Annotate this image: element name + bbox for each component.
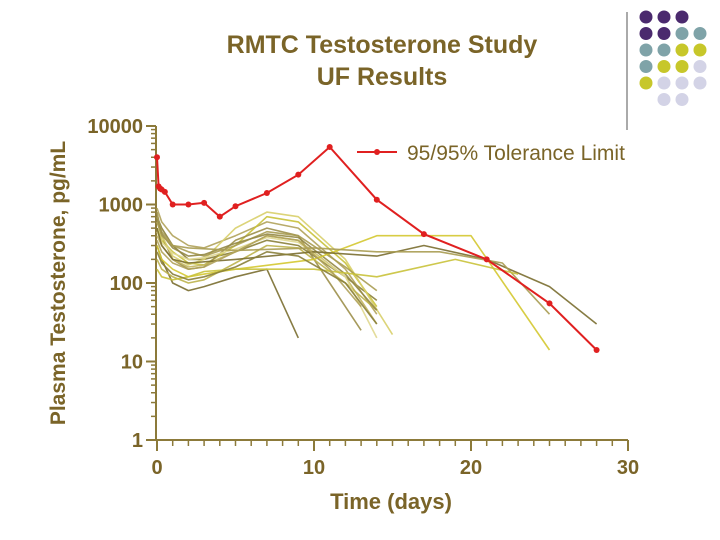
x-axis-label: Time (days) bbox=[330, 489, 452, 514]
palette-dot bbox=[639, 43, 653, 57]
palette-dot bbox=[693, 27, 707, 40]
tolerance-layer bbox=[154, 144, 600, 354]
legend-marker bbox=[374, 149, 380, 155]
y-axis-label: Plasma Testosterone, pg/mL bbox=[47, 141, 70, 426]
palette-dot bbox=[657, 93, 671, 106]
series-line-subject-17 bbox=[156, 251, 378, 325]
x-tick-label: 20 bbox=[460, 457, 482, 479]
tolerance-point bbox=[546, 300, 553, 307]
palette-dot bbox=[657, 43, 671, 57]
series-layer bbox=[156, 207, 598, 351]
series-line-subject-6 bbox=[156, 245, 300, 339]
palette-dot bbox=[675, 43, 689, 57]
tolerance-point bbox=[420, 231, 427, 238]
palette-dot bbox=[639, 76, 653, 90]
axes: 1 10 100 1000 10000 0 10 20 30 bbox=[87, 116, 639, 479]
palette-dot bbox=[693, 43, 707, 57]
tolerance-point bbox=[216, 213, 223, 220]
tolerance-point bbox=[295, 171, 302, 178]
y-tick-label: 100 bbox=[110, 273, 143, 295]
tolerance-point bbox=[161, 188, 168, 195]
color-palette-decoration bbox=[639, 10, 707, 106]
series-line-subject-11 bbox=[156, 231, 378, 339]
chart-subtitle: UF Results bbox=[317, 63, 448, 91]
palette-dot bbox=[693, 76, 707, 90]
legend-entry-tolerance: 95/95% Tolerance Limit bbox=[407, 142, 625, 165]
palette-dot bbox=[675, 27, 689, 40]
tolerance-point bbox=[326, 144, 333, 151]
x-tick-label: 10 bbox=[303, 457, 325, 479]
x-tick-label: 30 bbox=[617, 457, 639, 479]
palette-dot bbox=[693, 60, 707, 73]
tolerance-point bbox=[373, 196, 380, 203]
palette-dot bbox=[675, 60, 689, 73]
palette-dot bbox=[675, 93, 689, 106]
tolerance-point bbox=[263, 190, 270, 197]
palette-dot bbox=[639, 27, 653, 40]
palette-dot bbox=[657, 76, 671, 90]
palette-dot bbox=[639, 60, 653, 73]
palette-dot bbox=[657, 60, 671, 73]
y-tick-label: 1000 bbox=[99, 195, 144, 217]
x-tick-label: 0 bbox=[151, 457, 162, 479]
series-line-subject-8 bbox=[156, 216, 378, 292]
palette-dot bbox=[639, 10, 653, 24]
tolerance-point bbox=[201, 199, 208, 206]
tolerance-point bbox=[169, 201, 176, 208]
series-line-subject-16 bbox=[156, 234, 362, 308]
tolerance-point bbox=[185, 201, 192, 208]
legend: 95/95% Tolerance Limit bbox=[357, 142, 625, 165]
tolerance-point bbox=[232, 203, 239, 210]
series-line-subject-5 bbox=[156, 211, 394, 336]
chart-title: RMTC Testosterone Study bbox=[227, 31, 538, 59]
tolerance-point bbox=[483, 256, 490, 263]
tolerance-point bbox=[154, 154, 160, 161]
y-tick-label: 10000 bbox=[87, 116, 143, 138]
series-line-subject-15 bbox=[156, 258, 519, 281]
series-line-subject-3 bbox=[156, 215, 378, 308]
y-tick-label: 10 bbox=[121, 352, 143, 374]
palette-dot bbox=[657, 27, 671, 40]
palette-dot bbox=[675, 10, 689, 24]
palette-dot bbox=[657, 10, 671, 24]
series-line-subject-14 bbox=[156, 221, 551, 315]
palette-dot bbox=[675, 76, 689, 90]
y-tick-label: 1 bbox=[132, 430, 143, 452]
tolerance-point bbox=[593, 347, 600, 354]
